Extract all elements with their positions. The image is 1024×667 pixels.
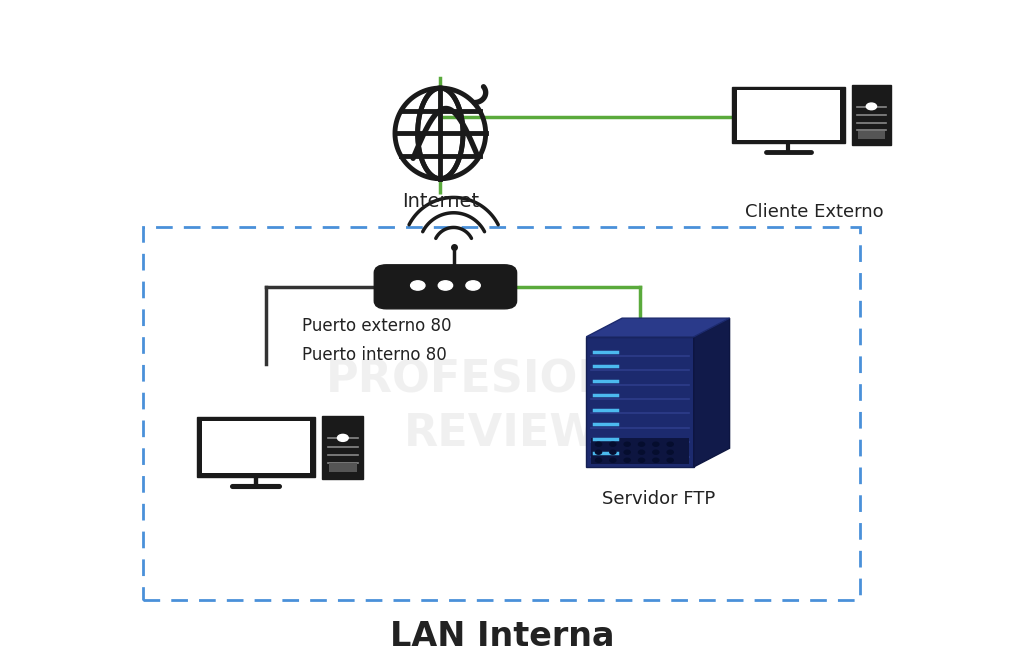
- Circle shape: [668, 442, 674, 446]
- FancyBboxPatch shape: [732, 87, 845, 143]
- FancyBboxPatch shape: [375, 265, 516, 309]
- Circle shape: [639, 442, 645, 446]
- Text: REVIEW: REVIEW: [404, 412, 599, 455]
- Circle shape: [653, 450, 659, 454]
- Bar: [329, 464, 356, 472]
- Text: PROFESIONAL: PROFESIONAL: [326, 359, 678, 402]
- Circle shape: [653, 458, 659, 462]
- Bar: [858, 131, 885, 139]
- Polygon shape: [586, 337, 694, 467]
- Text: Puerto externo 80
Puerto interno 80: Puerto externo 80 Puerto interno 80: [302, 317, 452, 364]
- Circle shape: [438, 281, 453, 290]
- Text: Servidor FTP: Servidor FTP: [602, 490, 715, 508]
- Circle shape: [653, 442, 659, 446]
- Polygon shape: [586, 318, 729, 337]
- Circle shape: [639, 458, 645, 462]
- Circle shape: [625, 442, 631, 446]
- Circle shape: [596, 442, 602, 446]
- FancyBboxPatch shape: [202, 421, 309, 474]
- Bar: [852, 85, 891, 145]
- FancyBboxPatch shape: [197, 418, 314, 476]
- Text: Internet: Internet: [401, 192, 479, 211]
- Text: Cliente Externo: Cliente Externo: [744, 203, 884, 221]
- Circle shape: [866, 103, 877, 109]
- Circle shape: [466, 281, 480, 290]
- Polygon shape: [694, 318, 729, 467]
- FancyBboxPatch shape: [143, 227, 860, 600]
- Circle shape: [338, 434, 348, 442]
- Text: LAN Interna: LAN Interna: [389, 620, 614, 654]
- Circle shape: [596, 450, 602, 454]
- Circle shape: [625, 450, 631, 454]
- Circle shape: [668, 450, 674, 454]
- FancyBboxPatch shape: [737, 90, 840, 140]
- Circle shape: [610, 442, 616, 446]
- Circle shape: [610, 450, 616, 454]
- Circle shape: [625, 458, 631, 462]
- Bar: [323, 416, 364, 479]
- Circle shape: [668, 458, 674, 462]
- Circle shape: [596, 458, 602, 462]
- Circle shape: [639, 450, 645, 454]
- Circle shape: [411, 281, 425, 290]
- Circle shape: [610, 458, 616, 462]
- Bar: [592, 438, 688, 464]
